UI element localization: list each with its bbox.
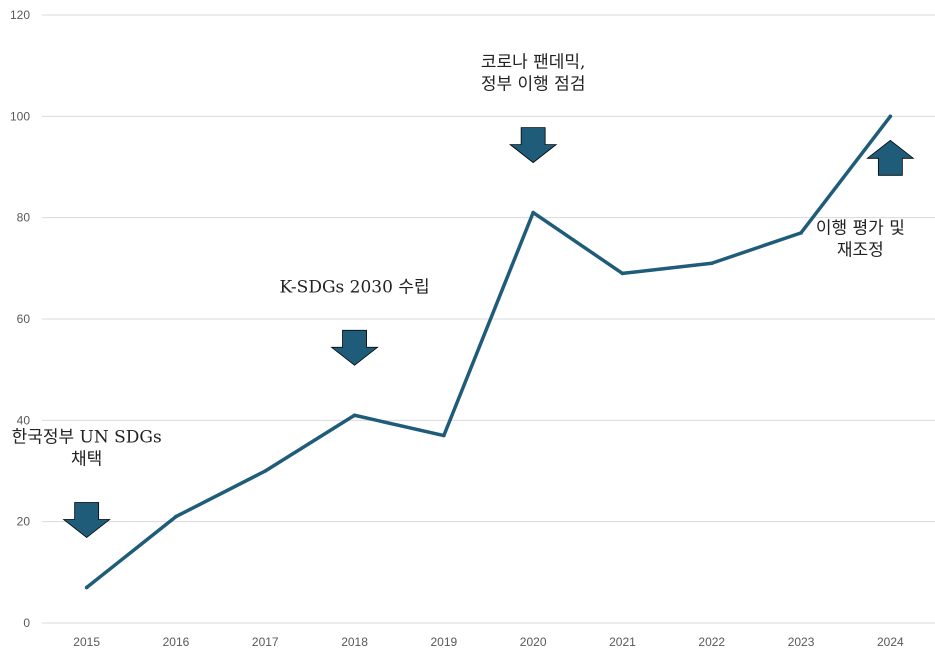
x-tick-label: 2019 [430, 635, 457, 649]
x-tick-label: 2018 [341, 635, 368, 649]
series-group [84, 114, 893, 590]
annotation-text: K-SDGs 2030 수립 [279, 277, 429, 297]
x-tick-label: 2021 [609, 635, 636, 649]
annotation-text: 재조정 [837, 240, 884, 260]
annotation-text: 정부 이행 점검 [481, 75, 586, 95]
x-tick-label: 2024 [877, 635, 904, 649]
annotation-text: 이행 평가 및 [816, 218, 905, 238]
annotation-text: 채택 [71, 450, 102, 470]
annotation-arrow-down-icon [508, 127, 558, 164]
data-point [709, 261, 714, 266]
x-tick-label: 2022 [698, 635, 725, 649]
data-point [799, 231, 803, 235]
x-tick-label: 2017 [252, 635, 279, 649]
data-point [442, 433, 446, 438]
data-point [620, 271, 625, 276]
annotation-arrow-down-icon [62, 502, 111, 539]
series-line [84, 114, 893, 590]
x-tick-label: 2016 [163, 635, 190, 649]
x-tick-label: 2020 [520, 635, 547, 649]
y-tick-label: 120 [10, 8, 30, 22]
data-point [531, 210, 535, 215]
x-tick-label: 2023 [788, 635, 815, 649]
annotation-text: 한국정부 UN SDGs [12, 428, 162, 448]
y-tick-label: 0 [23, 616, 30, 630]
data-point [84, 585, 89, 590]
gridlines [42, 14, 935, 624]
data-point [174, 514, 178, 519]
y-tick-label: 80 [17, 211, 31, 225]
annotation-arrow-up-icon [866, 139, 915, 176]
x-axis-ticks: 2015 2016 2017 2018 2019 2020 2021 2022 2023 2024 [73, 635, 904, 649]
y-tick-label: 60 [17, 312, 31, 326]
y-tick-label: 40 [17, 413, 31, 427]
data-point [352, 413, 357, 418]
data-point [888, 114, 893, 119]
data-point [263, 469, 268, 473]
x-tick-label: 2015 [73, 635, 100, 649]
y-axis-ticks: 0 20 40 60 80 100 120 [10, 8, 30, 630]
annotation-text: 코로나 팬데믹, [481, 53, 586, 73]
annotation-arrow-down-icon [330, 329, 379, 366]
y-tick-label: 20 [17, 515, 31, 529]
y-tick-label: 100 [10, 109, 30, 123]
